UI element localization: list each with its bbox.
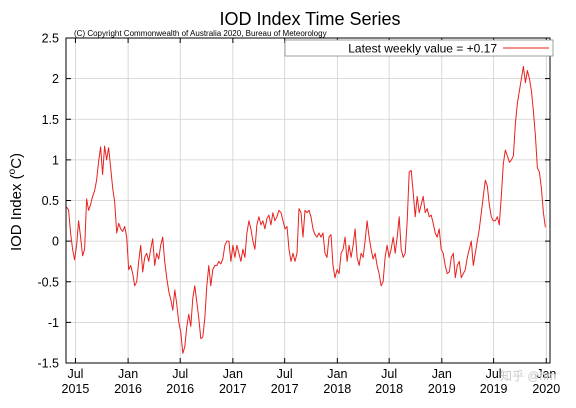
y-axis-label-main: IOD Index ( — [8, 174, 25, 251]
x-tick-month-label: Jan — [223, 367, 243, 381]
x-tick-month-label: Jan — [327, 367, 347, 381]
y-tick-label: 0 — [52, 235, 59, 249]
chart-title: IOD Index Time Series — [219, 9, 400, 29]
legend-box — [284, 39, 554, 57]
y-tick-label: 2 — [52, 72, 59, 86]
x-tick-year-label: 2016 — [114, 382, 142, 396]
y-tick-label: 2.5 — [42, 32, 59, 46]
x-tick-year-label: 2018 — [323, 382, 351, 396]
series-group — [66, 65, 546, 354]
x-tick-year-label: 2017 — [271, 382, 299, 396]
x-tick-month-label: Jan — [432, 367, 452, 381]
x-tick-year-label: 2015 — [62, 382, 90, 396]
x-tick-year-label: 2019 — [480, 382, 508, 396]
x-tick-month-label: Jul — [172, 367, 188, 381]
x-tick-month-label: Jan — [536, 367, 556, 381]
y-axis-label-unit: C) — [8, 153, 25, 169]
copyright-notice: (C) Copyright Commonwealth of Australia … — [74, 29, 327, 38]
legend: Latest weekly value = +0.17 — [284, 39, 554, 57]
y-tick-label: 0.5 — [42, 194, 59, 208]
y-tick-label: -1 — [48, 316, 59, 330]
axis-ticks: 2.521.510.50-0.5-1-1.5Jul2015Jan2016Jul2… — [37, 32, 560, 397]
legend-label: Latest weekly value = +0.17 — [348, 42, 497, 56]
x-tick-month-label: Jul — [486, 367, 502, 381]
x-tick-year-label: 2016 — [166, 382, 194, 396]
x-tick-year-label: 2018 — [375, 382, 403, 396]
x-tick-month-label: Jul — [277, 367, 293, 381]
y-tick-label: -1.5 — [37, 357, 59, 371]
watermark: 知乎 @hm — [500, 369, 556, 383]
iod-series-line — [66, 65, 546, 354]
y-tick-label: 1.5 — [42, 113, 59, 127]
x-tick-year-label: 2017 — [219, 382, 247, 396]
x-tick-month-label: Jul — [67, 367, 83, 381]
y-axis-label-degree: o — [7, 168, 18, 174]
x-tick-month-label: Jul — [381, 367, 397, 381]
x-tick-year-label: 2019 — [428, 382, 456, 396]
y-tick-label: -0.5 — [37, 275, 59, 289]
y-tick-label: 1 — [52, 153, 59, 167]
y-axis-label: IOD Index (oC) — [7, 153, 25, 251]
x-tick-year-label: 2020 — [532, 382, 560, 396]
x-tick-month-label: Jan — [118, 367, 138, 381]
